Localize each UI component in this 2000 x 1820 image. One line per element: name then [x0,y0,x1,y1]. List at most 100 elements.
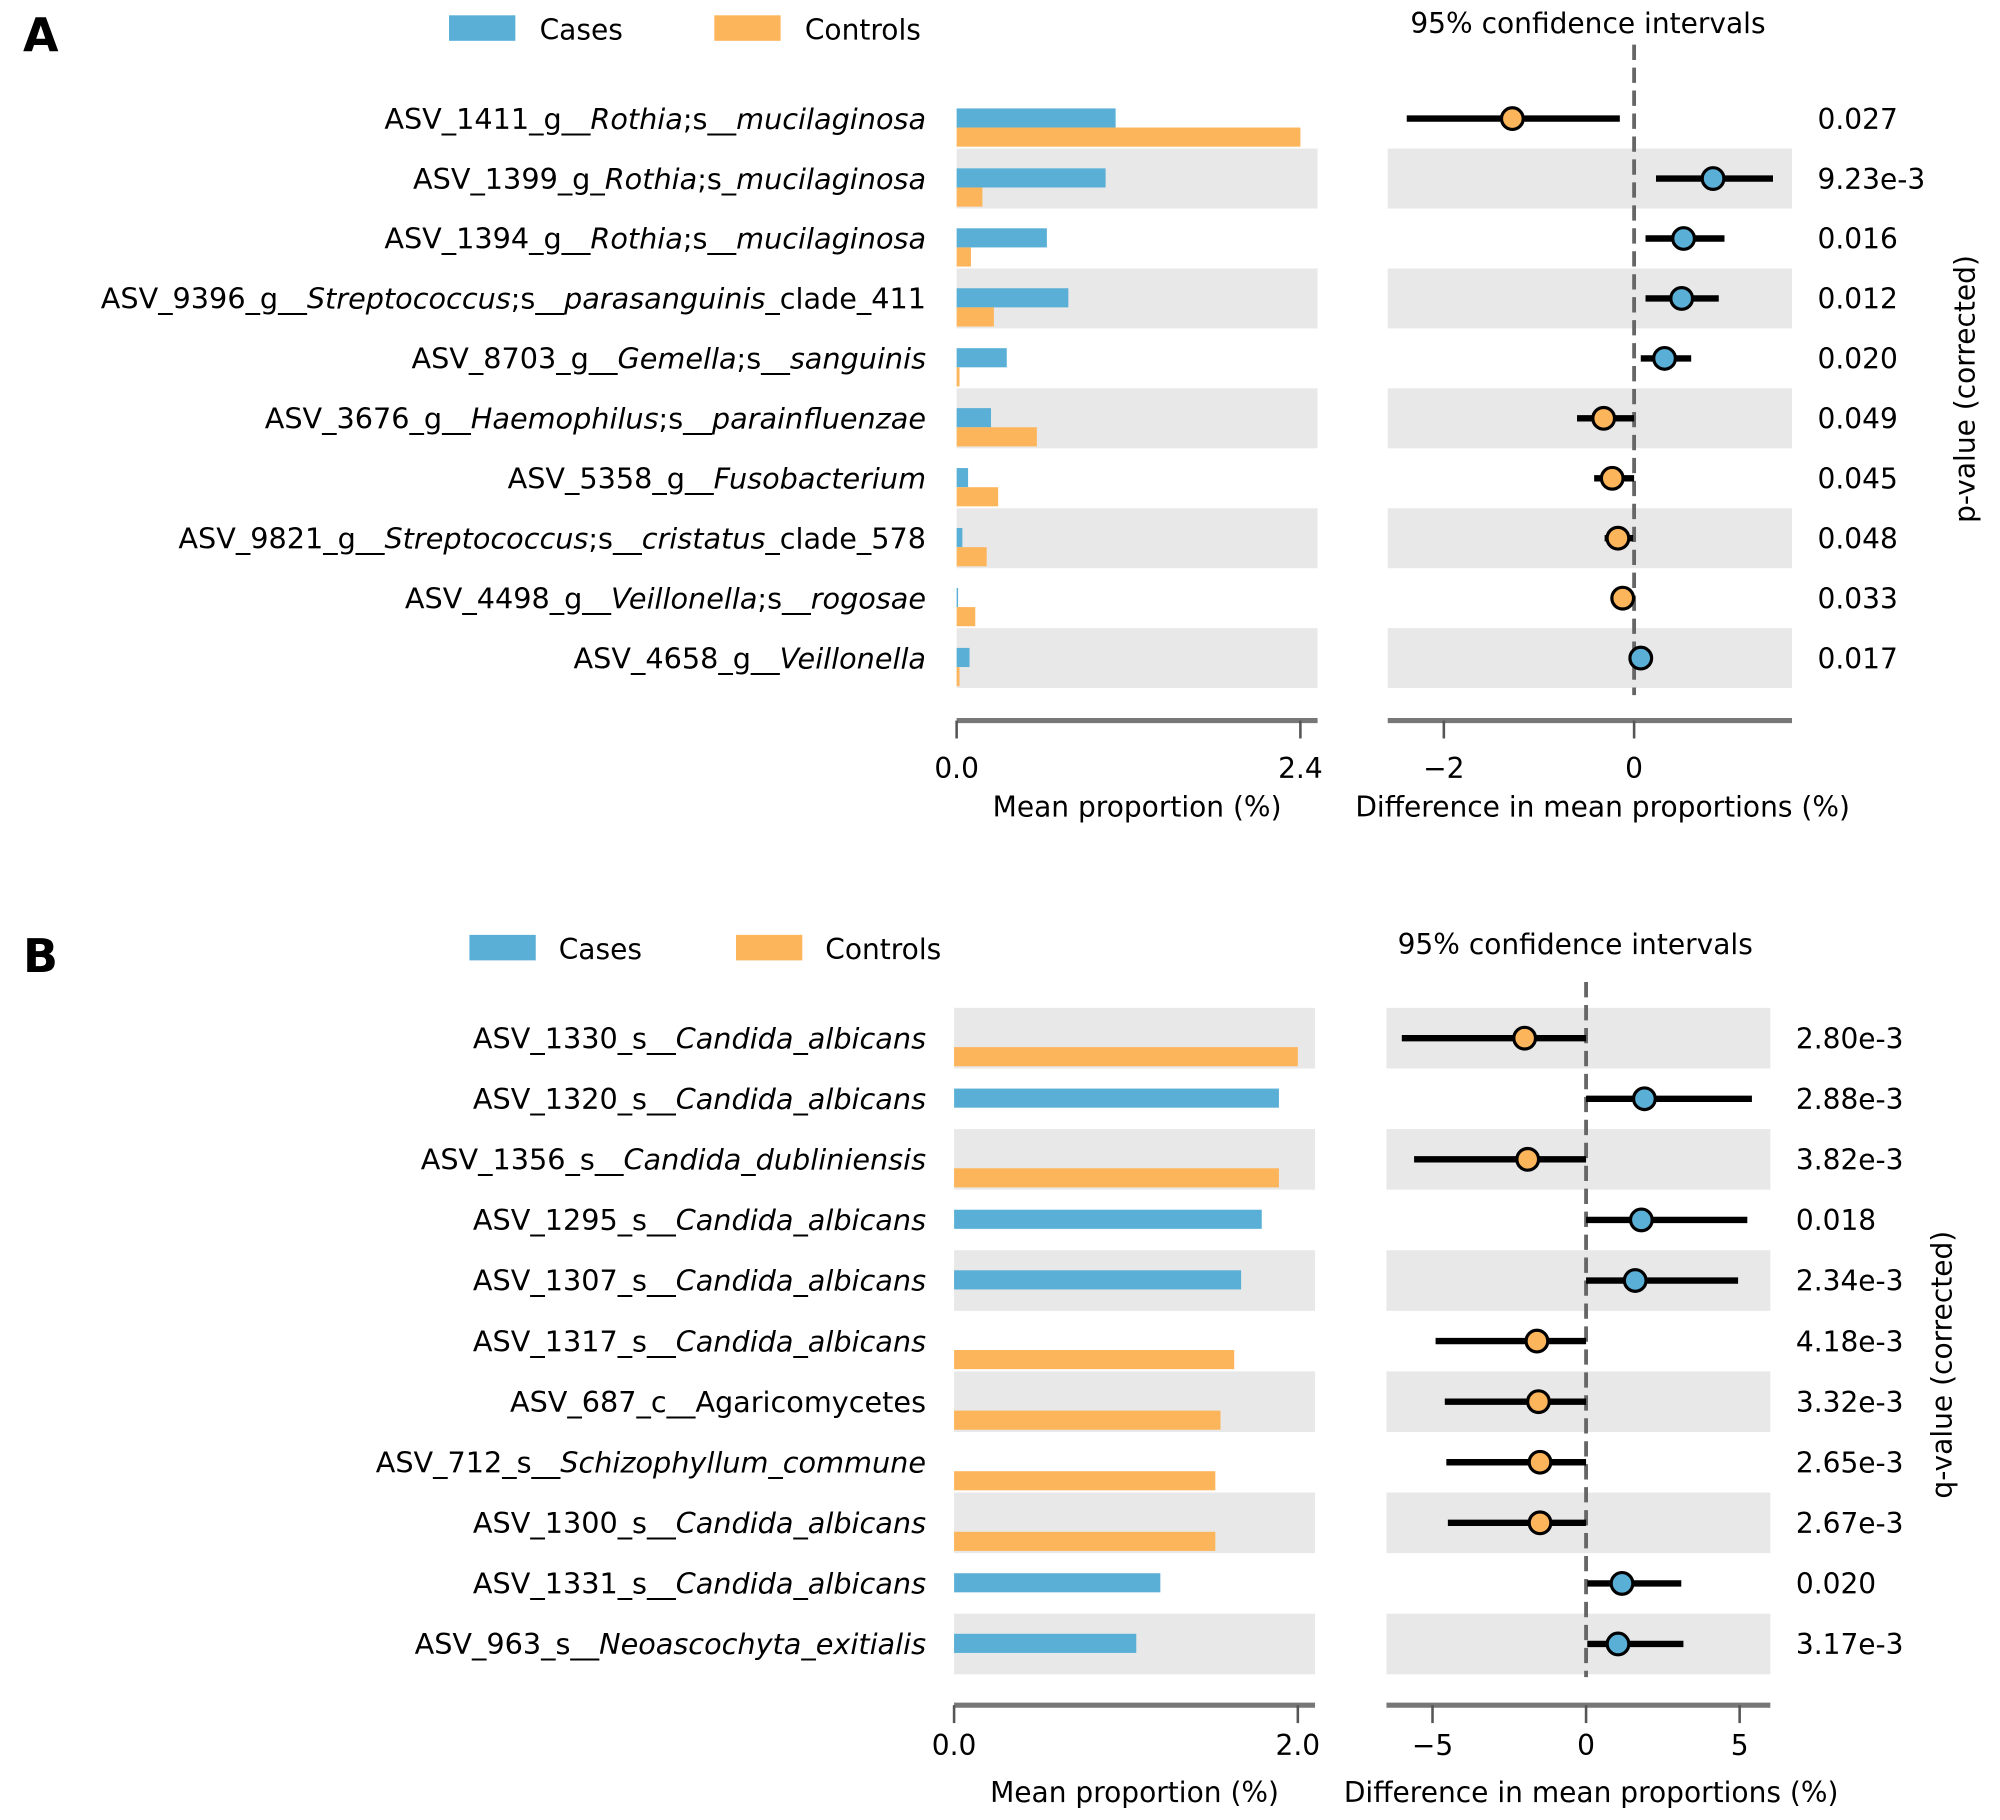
p-value: 2.65e-3 [1796,1446,1904,1479]
diff-point [1527,1510,1553,1536]
row-label-part: sanguinis [790,342,926,376]
row-label-part: Candida_albicans [676,1082,926,1116]
legend-label-cases: Cases [540,14,623,47]
ci-tick-label: 5 [1731,1729,1749,1762]
row-label: ASV_9396_g__Streptococcus;s__parasanguin… [101,282,926,316]
p-value: 3.82e-3 [1796,1144,1904,1177]
row-label-part: ;s__ [511,282,565,316]
bar-controls [956,547,987,567]
row-label: ASV_5358_g__Fusobacterium [508,461,926,495]
row-label: ASV_3676_g__Haemophilus;s__parainfluenza… [265,402,926,436]
bar-cases [956,348,1007,368]
bar-cases [956,408,992,428]
row-label-part: ;s__ [683,222,737,256]
row-label-part: Candida_dubliniensis [624,1143,927,1177]
bar-cases [956,228,1047,248]
row-label: ASV_1399_g_Rothia;s_mucilaginosa [413,162,926,196]
diff-point [1512,1025,1538,1051]
row-band [1386,1613,1771,1675]
row-label: ASV_1394_g__Rothia;s__mucilaginosa [384,222,926,256]
row-label: ASV_687_c__Agaricomycetes [510,1385,926,1419]
bar-cases [954,1270,1242,1290]
ci-title: 95% confidence intervals [1410,7,1765,40]
row-label-part: Haemophilus [471,402,659,436]
bar-controls [954,1471,1216,1491]
row-label-part: Streptococcus [307,282,511,316]
bar-controls [956,367,960,387]
row-label: ASV_8703_g__Gemella;s__sanguinis [411,342,926,376]
panel-label: A [23,8,59,62]
row-label-part: parasanguinis [563,282,765,316]
row-label: ASV_1411_g__Rothia;s__mucilaginosa [384,102,926,136]
legend-swatch-cases [469,934,536,961]
row-label: ASV_4498_g__Veillonella;s__rogosae [405,581,926,615]
row-label: ASV_1295_s__Candida_albicans [473,1203,926,1237]
bar-controls [956,487,999,507]
p-value: 0.012 [1818,283,1898,316]
pvalue-axis-label: p-value (corrected) [1948,255,1981,523]
row-label-part: rogosae [811,581,926,615]
ci-tick-label: −2 [1423,752,1464,785]
panel-label: B [23,929,58,983]
panel-a: A Cases Controls 95% confidence intervals AS… [23,7,1981,823]
p-value: 0.018 [1796,1204,1876,1237]
panel-b: B Cases Controls 95% confidence intervals AS… [23,928,1958,1809]
row-band [1387,268,1793,329]
bar-controls [954,1410,1221,1430]
row-label-part: Candida_albicans [676,1203,926,1237]
bar-controls [956,427,1037,447]
row-label-part: Rothia [590,102,682,136]
row-label-part: ASV_5358_g__ [508,461,715,495]
row-label-part: parainfluenzae [711,402,926,436]
row-label: ASV_1331_s__Candida_albicans [473,1567,926,1601]
row-label-part: ASV_4498_g__ [405,581,612,615]
row-label: ASV_1356_s__Candida_dubliniensis [421,1143,926,1177]
row-label: ASV_1300_s__Candida_albicans [473,1506,926,1540]
row-label-part: _clade_411 [764,282,926,316]
diff-point [1628,1207,1654,1233]
bar-controls [954,1350,1235,1370]
bar-cases [956,168,1106,188]
row-label: ASV_712_s__Schizophyllum_commune [376,1445,926,1479]
bar-cases [956,108,1116,128]
bar-controls [956,247,971,267]
bar-cases [956,528,963,548]
row-label-part: ASV_9396_g__ [101,282,308,316]
legend-label-controls: Controls [825,933,941,966]
row-label-part: ;s__ [683,102,737,136]
row-band [956,508,1318,569]
diff-point [1515,1146,1541,1172]
p-value: 2.67e-3 [1796,1507,1904,1540]
ci-tick-label: −5 [1412,1729,1453,1762]
row-label-part: _clade_578 [764,521,926,555]
row-label: ASV_1330_s__Candida_albicans [473,1021,926,1055]
row-label-part: Candida_albicans [676,1506,926,1540]
diff-point [1700,166,1726,191]
bar-controls [956,307,994,327]
row-label-part: ASV_712_s__ [376,1445,561,1479]
row-label-part: Gemella [618,342,737,376]
row-label-part: ASV_1307_s__ [473,1264,676,1298]
row-label: ASV_963_s__Neoascochyta_exitialis [415,1627,926,1661]
ci-x-label: Difference in mean proportions (%) [1344,1776,1839,1809]
bar-cases [954,1209,1262,1229]
bar-tick-label: 0.0 [934,752,979,785]
bar-tick-label: 2.0 [1276,1729,1321,1762]
bar-controls [954,1047,1298,1067]
p-value: 0.020 [1796,1568,1876,1601]
row-label-part: Rothia [590,222,682,256]
p-value: 4.18e-3 [1796,1325,1904,1358]
ci-tick-label: 0 [1577,1729,1595,1762]
legend-label-controls: Controls [805,14,921,47]
p-value: 0.049 [1818,403,1898,436]
row-label: ASV_1320_s__Candida_albicans [473,1082,926,1116]
ci-x-label: Difference in mean proportions (%) [1355,790,1850,823]
diff-point [1526,1389,1551,1415]
bar-tick-label: 2.4 [1278,752,1323,785]
p-value: 0.027 [1818,103,1898,136]
row-label-part: ASV_1356_s__ [421,1143,624,1177]
row-label-part: ASV_1331_s__ [473,1567,676,1601]
row-label-part: mucilaginosa [736,222,926,256]
pvalue-axis-label: q-value (corrected) [1925,1231,1958,1499]
